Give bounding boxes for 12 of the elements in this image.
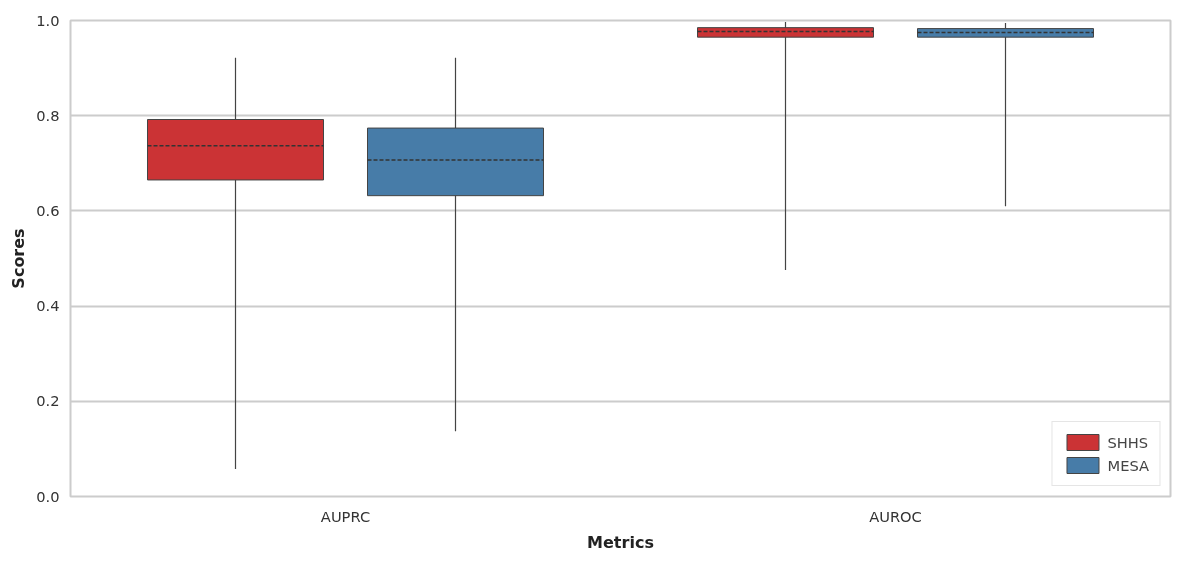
y-tick-label: 0.0: [36, 487, 60, 505]
y-tick-label: 0.2: [36, 392, 60, 410]
y-tick-label: 1.0: [36, 11, 60, 29]
legend-label: SHHS: [1107, 433, 1149, 451]
y-tick-label: 0.6: [36, 201, 60, 219]
x-axis-title: Metrics: [587, 532, 654, 552]
y-axis-title: Scores: [9, 228, 29, 289]
y-tick-label: 0.8: [36, 106, 60, 124]
x-tick-label: AUPRC: [320, 507, 371, 525]
legend-label: MESA: [1107, 456, 1149, 474]
x-tick-label: AUROC: [869, 507, 922, 525]
y-tick-label: 0.4: [36, 297, 60, 315]
